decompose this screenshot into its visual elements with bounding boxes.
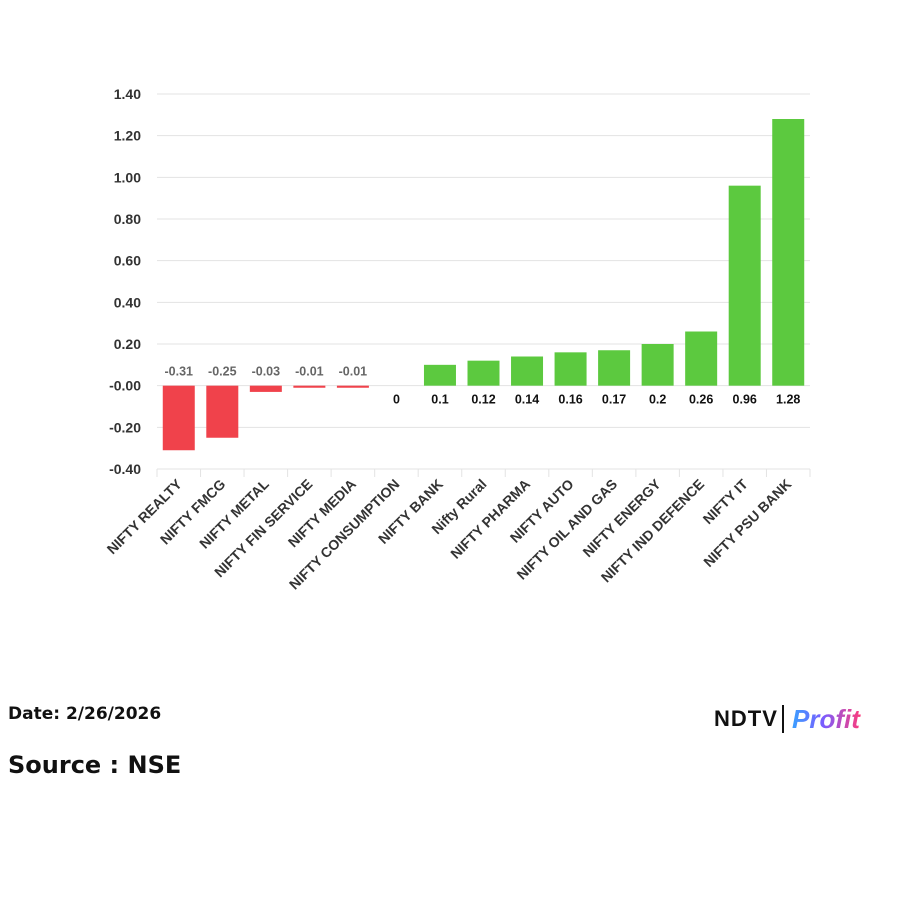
bar (423, 364, 456, 386)
data-label: -0.01 (295, 365, 324, 379)
y-tick-label: 1.20 (114, 128, 141, 144)
data-label: 1.28 (776, 393, 800, 407)
data-label: 0.14 (515, 393, 539, 407)
data-label: 0.16 (558, 393, 582, 407)
data-label: 0.1 (431, 393, 448, 407)
logo-ndtv-text: NDTV (714, 706, 778, 731)
data-label: -0.01 (339, 365, 368, 379)
data-label: 0.2 (649, 393, 666, 407)
bar (206, 385, 239, 438)
data-label: -0.25 (208, 365, 237, 379)
ndtv-profit-logo: NDTV Profit (714, 703, 874, 735)
y-tick-label: -0.40 (109, 461, 141, 477)
data-label: 0.12 (471, 393, 495, 407)
y-tick-label: 0.60 (114, 253, 141, 269)
bar (728, 185, 761, 386)
bar (293, 385, 326, 388)
y-tick-label: 1.40 (114, 86, 141, 102)
bar (249, 385, 282, 392)
data-label: -0.03 (252, 365, 281, 379)
y-tick-label: 0.80 (114, 211, 141, 227)
y-tick-label: -0.20 (109, 419, 141, 435)
x-tick-label: NIFTY ENERGY (579, 475, 664, 560)
bar (467, 360, 500, 386)
bar (511, 356, 544, 386)
bar (685, 331, 718, 386)
data-label: 0 (393, 393, 400, 407)
logo-divider (781, 705, 784, 733)
data-label: 0.96 (733, 393, 757, 407)
bar (772, 119, 805, 386)
y-tick-label: 0.40 (114, 294, 141, 310)
bar (641, 344, 674, 386)
date-label: Date: 2/26/2026 (8, 704, 162, 724)
bar (598, 350, 631, 386)
bar (162, 385, 195, 451)
y-tick-label: -0.00 (109, 378, 141, 394)
data-label: 0.17 (602, 393, 626, 407)
bar (554, 352, 587, 386)
x-tick-label: NIFTY REALTY (104, 475, 186, 557)
bar-chart: 1.401.201.000.800.600.400.20-0.00-0.20-0… (104, 86, 811, 593)
y-tick-label: 1.00 (114, 169, 141, 185)
y-tick-label: 0.20 (114, 336, 141, 352)
data-label: 0.26 (689, 393, 713, 407)
x-tick-label: NIFTY PHARMA (447, 476, 533, 562)
bar (336, 385, 369, 388)
source-label: Source : NSE (8, 751, 182, 779)
logo-profit-text: Profit (792, 704, 861, 734)
svg-text:Profit: Profit (792, 704, 861, 734)
data-label: -0.31 (165, 365, 194, 379)
